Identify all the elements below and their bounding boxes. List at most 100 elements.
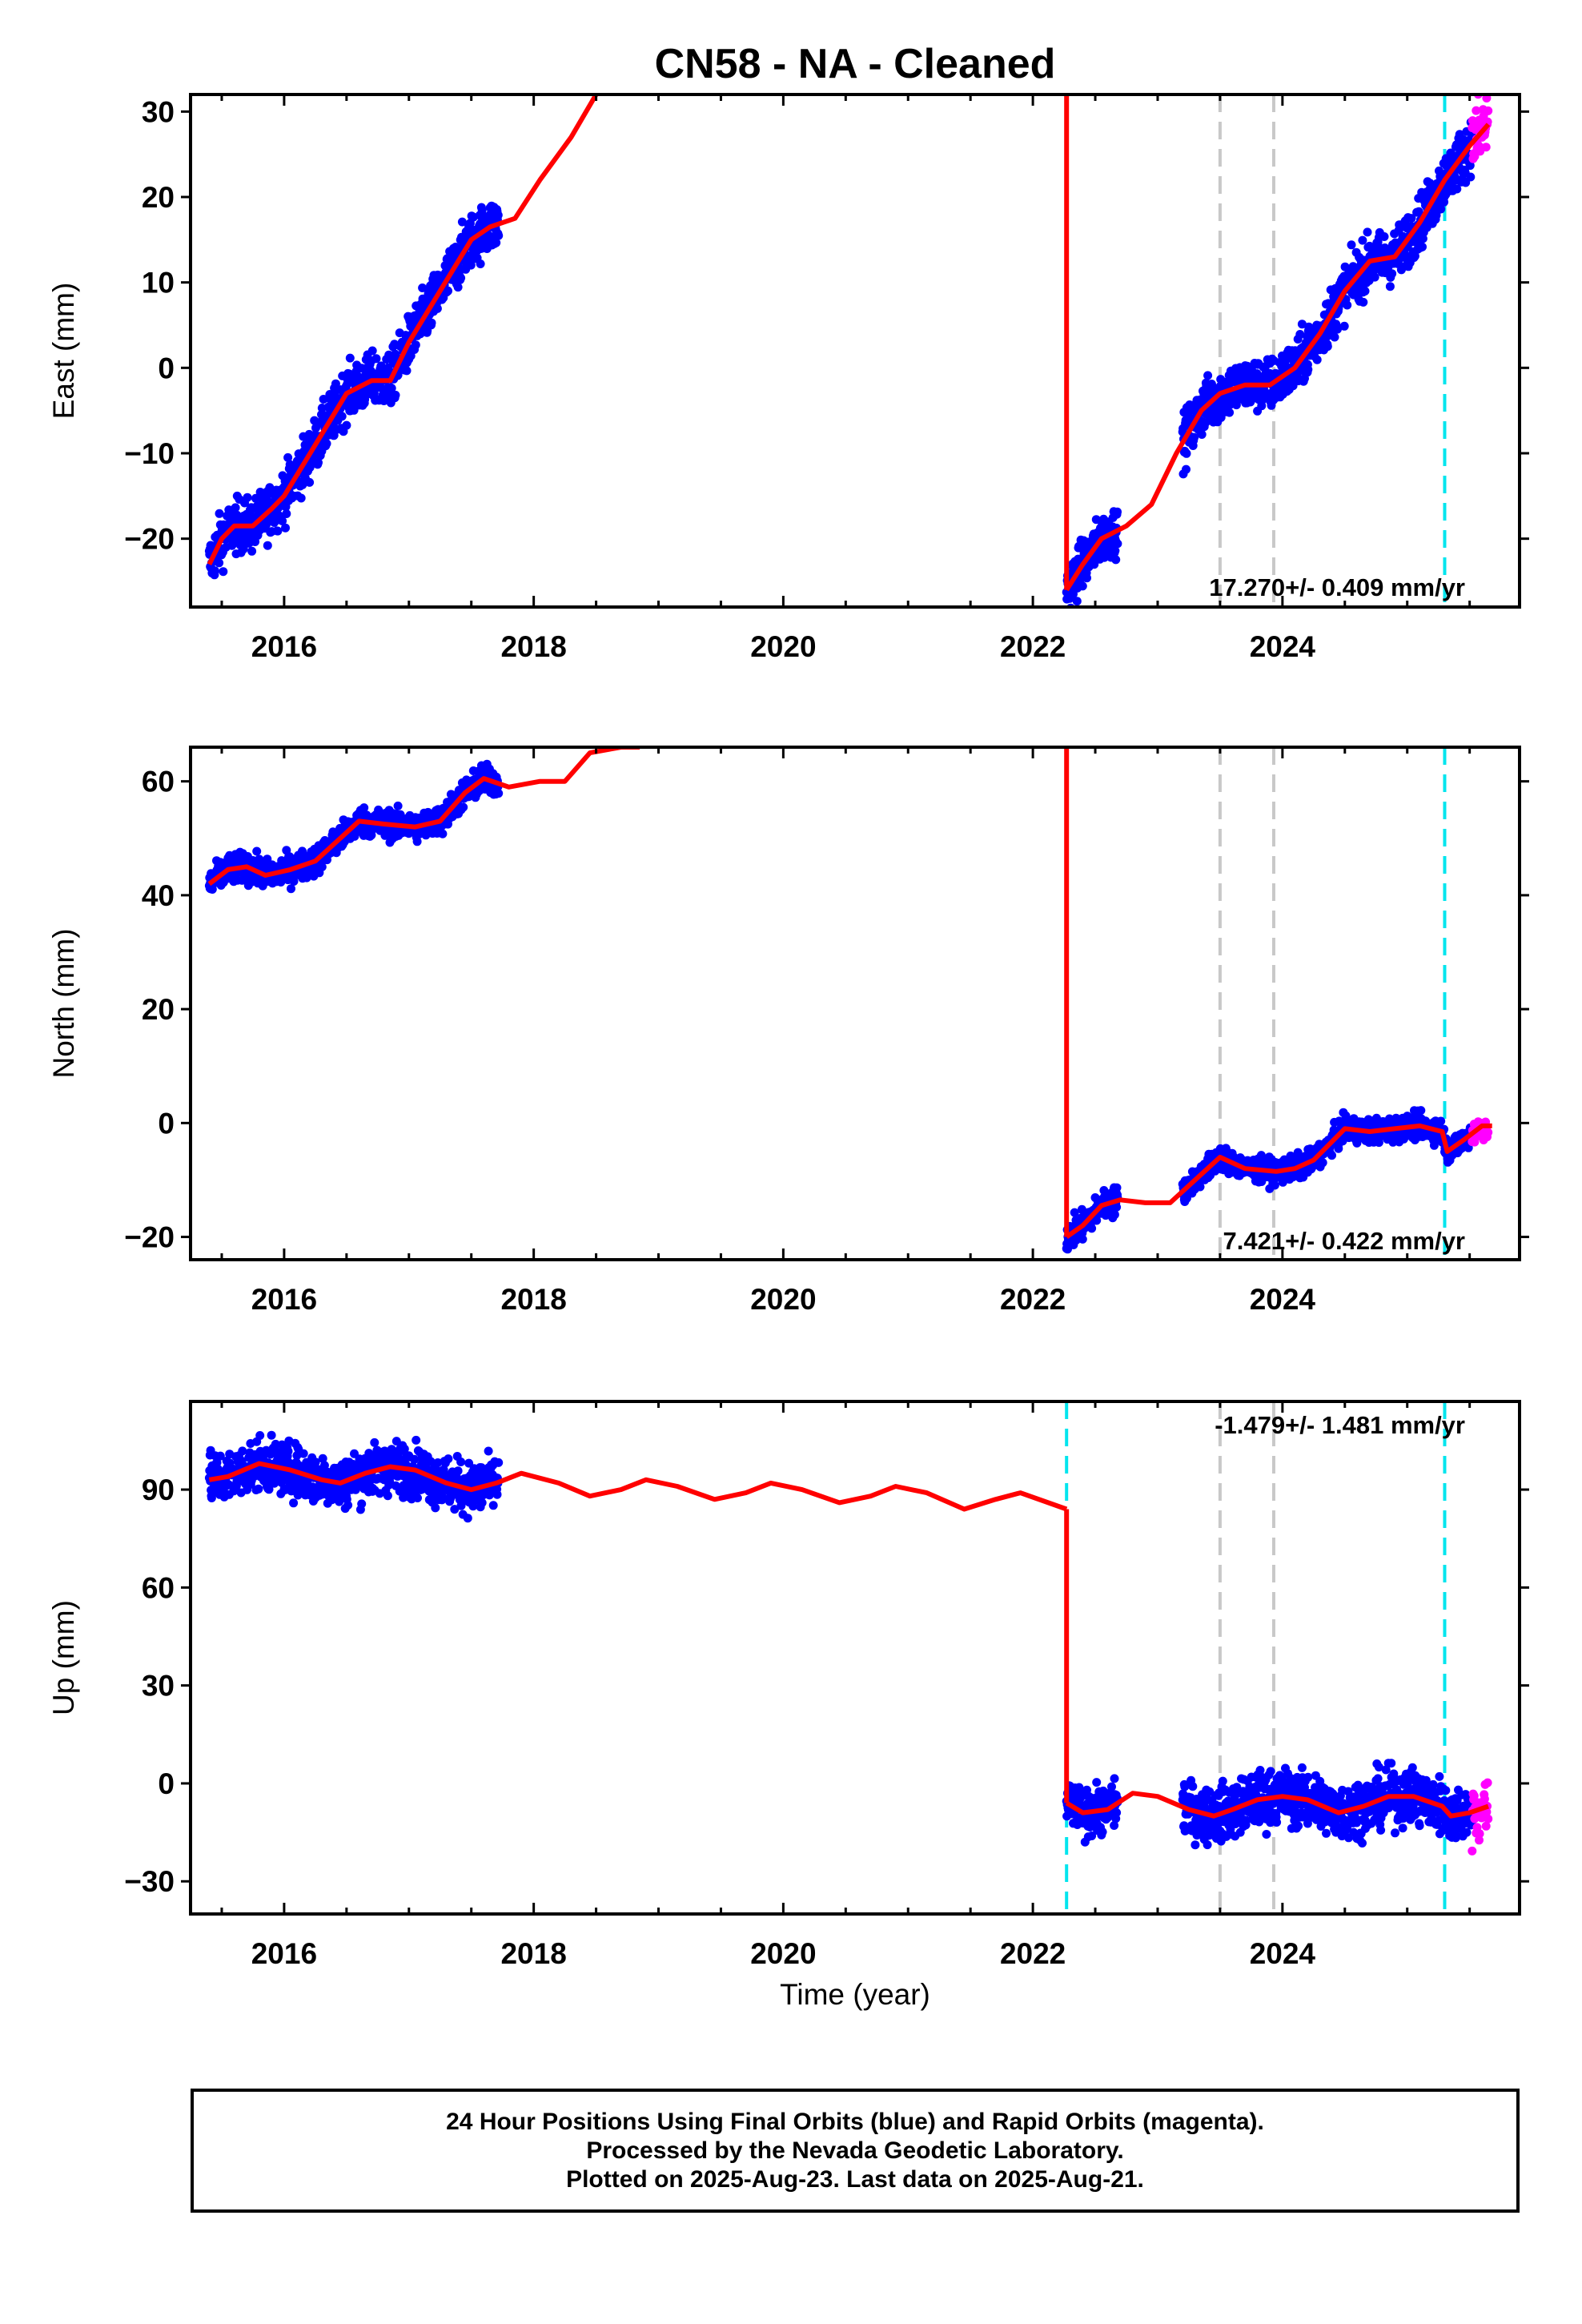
model-curve bbox=[207, 94, 599, 566]
x-tick-label: 2024 bbox=[1250, 1283, 1316, 1316]
final-point bbox=[494, 231, 504, 240]
final-point bbox=[371, 354, 381, 364]
final-point bbox=[466, 260, 476, 270]
plot-area-north bbox=[204, 747, 1493, 1260]
y-tick-label: 20 bbox=[142, 181, 175, 214]
final-point bbox=[263, 541, 272, 550]
final-point bbox=[444, 1454, 453, 1464]
velocity-annotation-north: 7.421+/- 0.422 mm/yr bbox=[1223, 1227, 1465, 1255]
final-point bbox=[478, 211, 488, 220]
x-tick-label: 2022 bbox=[1000, 1283, 1066, 1316]
final-point bbox=[493, 211, 503, 220]
rapid-point bbox=[1484, 1128, 1493, 1137]
final-point bbox=[433, 1458, 443, 1467]
final-orbit-points-up bbox=[204, 1430, 1476, 1850]
final-point bbox=[432, 304, 442, 313]
final-point bbox=[1113, 507, 1122, 517]
final-point bbox=[453, 1466, 463, 1476]
final-point bbox=[1072, 597, 1082, 606]
final-point bbox=[492, 1490, 502, 1499]
final-point bbox=[1087, 1831, 1097, 1840]
final-point bbox=[282, 509, 291, 518]
final-point bbox=[264, 1485, 274, 1494]
final-point bbox=[1190, 432, 1199, 442]
final-point bbox=[1333, 324, 1342, 334]
final-point bbox=[1111, 555, 1121, 565]
rapid-point bbox=[1482, 94, 1492, 103]
final-point bbox=[271, 1439, 280, 1449]
final-point bbox=[1078, 1234, 1087, 1244]
final-point bbox=[1242, 1815, 1251, 1825]
model-curve bbox=[207, 747, 640, 887]
final-point bbox=[215, 509, 224, 518]
final-point bbox=[494, 789, 504, 798]
final-point bbox=[1414, 207, 1423, 216]
final-point bbox=[1323, 342, 1332, 352]
x-tick-label: 2016 bbox=[251, 630, 317, 663]
final-point bbox=[281, 523, 290, 533]
final-point bbox=[476, 259, 485, 268]
final-point bbox=[1340, 262, 1350, 271]
final-point bbox=[1312, 355, 1322, 364]
final-point bbox=[488, 1501, 498, 1510]
model-curve bbox=[1064, 123, 1491, 592]
final-point bbox=[400, 1444, 409, 1454]
final-point bbox=[1180, 1782, 1190, 1791]
final-point bbox=[311, 1458, 320, 1467]
final-point bbox=[1379, 232, 1389, 241]
plot-area-up bbox=[204, 1401, 1493, 1914]
final-point bbox=[319, 395, 328, 404]
final-point bbox=[1203, 1840, 1212, 1850]
y-tick-label: 20 bbox=[142, 993, 175, 1026]
final-point bbox=[219, 567, 228, 577]
final-point bbox=[393, 801, 403, 810]
y-axis-label-east: East (mm) bbox=[47, 283, 80, 420]
final-point bbox=[1360, 287, 1370, 296]
final-point bbox=[283, 1446, 293, 1456]
y-tick-label: 0 bbox=[158, 352, 175, 384]
final-point bbox=[252, 846, 262, 856]
final-point bbox=[314, 458, 323, 468]
y-tick-label: −20 bbox=[124, 1221, 175, 1254]
final-orbit-points-north bbox=[204, 759, 1476, 1254]
final-point bbox=[364, 1449, 374, 1458]
model-curve bbox=[1065, 1123, 1492, 1240]
velocity-annotation-east: 17.270+/- 0.409 mm/yr bbox=[1209, 573, 1465, 601]
final-point bbox=[1188, 1782, 1198, 1791]
final-point bbox=[210, 566, 219, 576]
final-point bbox=[1225, 408, 1235, 417]
final-point bbox=[385, 1477, 395, 1486]
final-point bbox=[305, 477, 315, 487]
final-point bbox=[1218, 1776, 1227, 1786]
final-point bbox=[1407, 214, 1416, 223]
final-point bbox=[1304, 322, 1314, 332]
final-point bbox=[412, 837, 422, 846]
final-point bbox=[231, 503, 240, 513]
final-point bbox=[345, 353, 355, 363]
final-point bbox=[265, 483, 275, 493]
final-point bbox=[238, 1446, 247, 1456]
rapid-point bbox=[1483, 117, 1492, 127]
final-point bbox=[492, 238, 501, 247]
final-point bbox=[247, 546, 257, 556]
y-tick-label: 10 bbox=[142, 267, 175, 300]
final-point bbox=[1387, 269, 1397, 279]
final-point bbox=[1466, 172, 1476, 182]
frame-east bbox=[189, 93, 1521, 609]
final-point bbox=[1182, 448, 1191, 458]
final-point bbox=[1107, 1782, 1116, 1791]
x-tick-label: 2024 bbox=[1250, 630, 1316, 663]
final-point bbox=[298, 480, 307, 489]
final-point bbox=[494, 1458, 504, 1467]
final-point bbox=[459, 802, 468, 812]
final-point bbox=[1418, 242, 1427, 251]
final-point bbox=[411, 340, 420, 350]
final-point bbox=[1112, 1202, 1122, 1212]
final-point bbox=[477, 1498, 487, 1507]
final-point bbox=[427, 318, 436, 328]
final-point bbox=[1339, 321, 1349, 331]
final-point bbox=[1330, 332, 1339, 342]
final-point bbox=[453, 283, 463, 292]
